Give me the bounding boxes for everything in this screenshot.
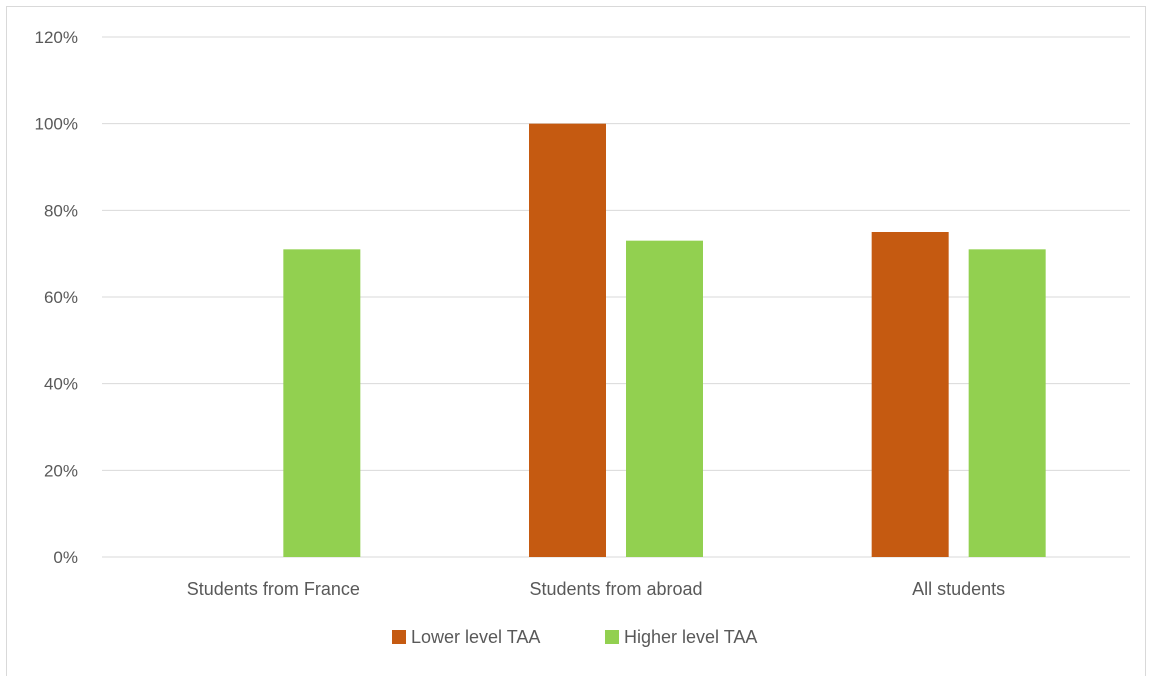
y-tick-label: 0% bbox=[53, 548, 78, 567]
legend-label: Higher level TAA bbox=[624, 627, 757, 647]
x-category-label: Students from abroad bbox=[529, 579, 702, 599]
bar bbox=[529, 123, 606, 558]
bar bbox=[968, 249, 1046, 558]
y-axis-tick-labels: 0% 20% 40% 60% 80% 100% 120% bbox=[35, 28, 78, 567]
y-tick-label: 120% bbox=[35, 28, 78, 47]
gridlines bbox=[102, 36, 1130, 558]
x-category-label: Students from France bbox=[187, 579, 360, 599]
legend: Lower level TAA Higher level TAA bbox=[392, 627, 757, 647]
legend-label: Lower level TAA bbox=[411, 627, 540, 647]
legend-swatch bbox=[392, 630, 406, 644]
y-tick-label: 20% bbox=[44, 461, 78, 480]
bar bbox=[871, 232, 949, 557]
bars bbox=[283, 123, 1046, 558]
bar bbox=[283, 249, 361, 558]
x-category-label: All students bbox=[912, 579, 1005, 599]
y-tick-label: 40% bbox=[44, 375, 78, 394]
y-tick-label: 80% bbox=[44, 201, 78, 220]
y-tick-label: 60% bbox=[44, 288, 78, 307]
x-axis-category-labels: Students from France Students from abroad… bbox=[187, 579, 1005, 599]
bar bbox=[626, 240, 703, 557]
legend-swatch bbox=[605, 630, 619, 644]
y-tick-label: 100% bbox=[35, 115, 78, 134]
